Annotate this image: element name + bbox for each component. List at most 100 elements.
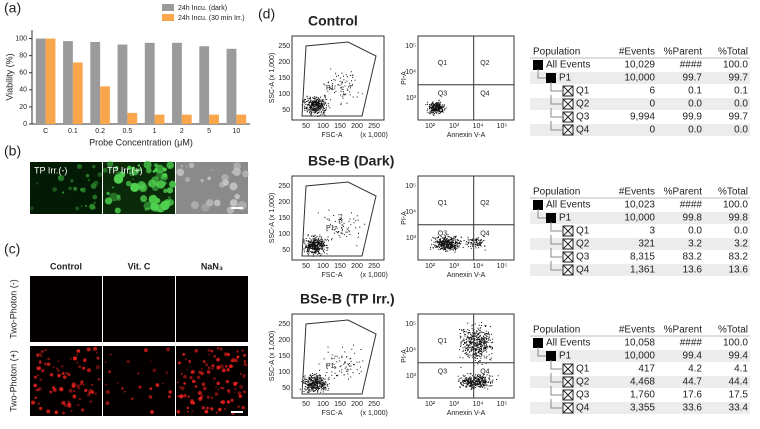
cell	[57, 175, 62, 180]
tree-line	[550, 121, 563, 131]
x-axis-label: Probe Concentration (μM)	[89, 137, 193, 147]
cell	[97, 172, 103, 177]
table-cell: 10,058	[624, 338, 655, 349]
table-cell: 0.0	[688, 125, 702, 136]
cell	[218, 181, 225, 188]
image-label: TP Irr.(+)	[107, 165, 143, 175]
cell	[86, 392, 91, 397]
cell	[224, 352, 228, 357]
tree-line	[550, 261, 563, 271]
table-cell: 8,315	[630, 252, 655, 263]
x-tick-label: C	[43, 128, 48, 135]
tree-line	[550, 386, 563, 396]
x-axis-unit: (x 1,000)	[360, 132, 388, 139]
cell	[82, 358, 87, 363]
y-tick-label: 40	[19, 87, 27, 94]
cell	[106, 191, 110, 196]
cell	[216, 346, 220, 350]
x-tick-label: 10⁵	[497, 123, 508, 130]
y-axis-label: PI-A	[401, 71, 408, 85]
column-label: Vit. C	[128, 261, 151, 271]
cell	[38, 386, 42, 391]
cell	[163, 188, 168, 194]
cell	[116, 382, 119, 384]
cell	[91, 383, 94, 386]
cell	[207, 366, 211, 370]
table-cell: All Events	[546, 60, 590, 71]
cell	[236, 355, 240, 359]
cell	[190, 398, 194, 403]
cell	[200, 178, 204, 183]
cell	[150, 409, 154, 414]
table-cell: Q2	[576, 239, 590, 250]
gate	[301, 181, 377, 257]
cell	[243, 390, 246, 394]
cell	[57, 369, 60, 373]
cell	[137, 168, 142, 172]
table-cell: ####	[680, 200, 703, 211]
sample-title: Control	[308, 13, 358, 29]
cell	[242, 353, 247, 358]
y-tick-label: 20	[19, 104, 27, 111]
y-axis-label: Viability (%)	[4, 53, 14, 100]
cell	[127, 165, 132, 170]
cell	[55, 367, 59, 371]
y-tick-label: 10³	[406, 235, 417, 242]
cell	[126, 359, 130, 364]
cell	[82, 384, 85, 386]
table-cell: 17.5	[729, 390, 749, 401]
cell	[180, 386, 185, 391]
row-icon-x	[562, 402, 574, 414]
cell	[215, 386, 217, 389]
cell	[93, 346, 98, 351]
x-axis-label: Annexin V-A	[447, 272, 486, 279]
table-cell: 0.0	[688, 99, 702, 110]
cell	[184, 358, 187, 361]
cell	[234, 193, 240, 200]
table-cell: 4.1	[734, 364, 748, 375]
cell	[76, 361, 79, 364]
gate-label: P1	[326, 363, 335, 370]
quadrant-label: Q4	[480, 368, 489, 375]
table-cell: 10,023	[624, 200, 655, 211]
cell	[216, 357, 221, 362]
image-label: TP Irr.(-)	[34, 165, 67, 175]
row-band	[530, 238, 750, 250]
cell	[242, 170, 249, 178]
cell	[176, 168, 185, 177]
plot-frame	[417, 313, 515, 399]
bar	[199, 46, 210, 125]
x-axis-unit: (x 1,000)	[360, 272, 388, 279]
table-cell: 99.7	[729, 73, 749, 84]
scale-bar	[231, 207, 243, 209]
cell	[150, 360, 152, 363]
table-cell: Q1	[576, 364, 590, 375]
micrograph	[176, 346, 248, 416]
table-cell: Q4	[576, 125, 590, 136]
cell	[105, 384, 107, 386]
cell	[30, 400, 35, 405]
micrograph	[103, 276, 175, 342]
cell	[165, 371, 168, 374]
cell	[73, 390, 76, 393]
y-tick-label: 10⁵	[405, 321, 416, 328]
cell	[202, 360, 206, 364]
cell	[239, 372, 242, 375]
row-band	[530, 72, 750, 84]
cell	[128, 169, 136, 177]
cell	[44, 349, 47, 352]
cell	[206, 395, 211, 399]
scale-bar	[231, 411, 243, 413]
cell	[89, 400, 92, 403]
cell	[76, 384, 81, 389]
bar	[63, 41, 73, 124]
y-tick-label: 50	[282, 385, 290, 392]
panel-label: (c)	[4, 241, 20, 257]
cell	[78, 365, 82, 369]
cell	[46, 362, 51, 366]
cell	[138, 385, 142, 389]
cell	[87, 178, 91, 182]
y-tick-label: 100	[278, 369, 290, 376]
cell	[137, 180, 146, 190]
cell	[243, 362, 248, 367]
